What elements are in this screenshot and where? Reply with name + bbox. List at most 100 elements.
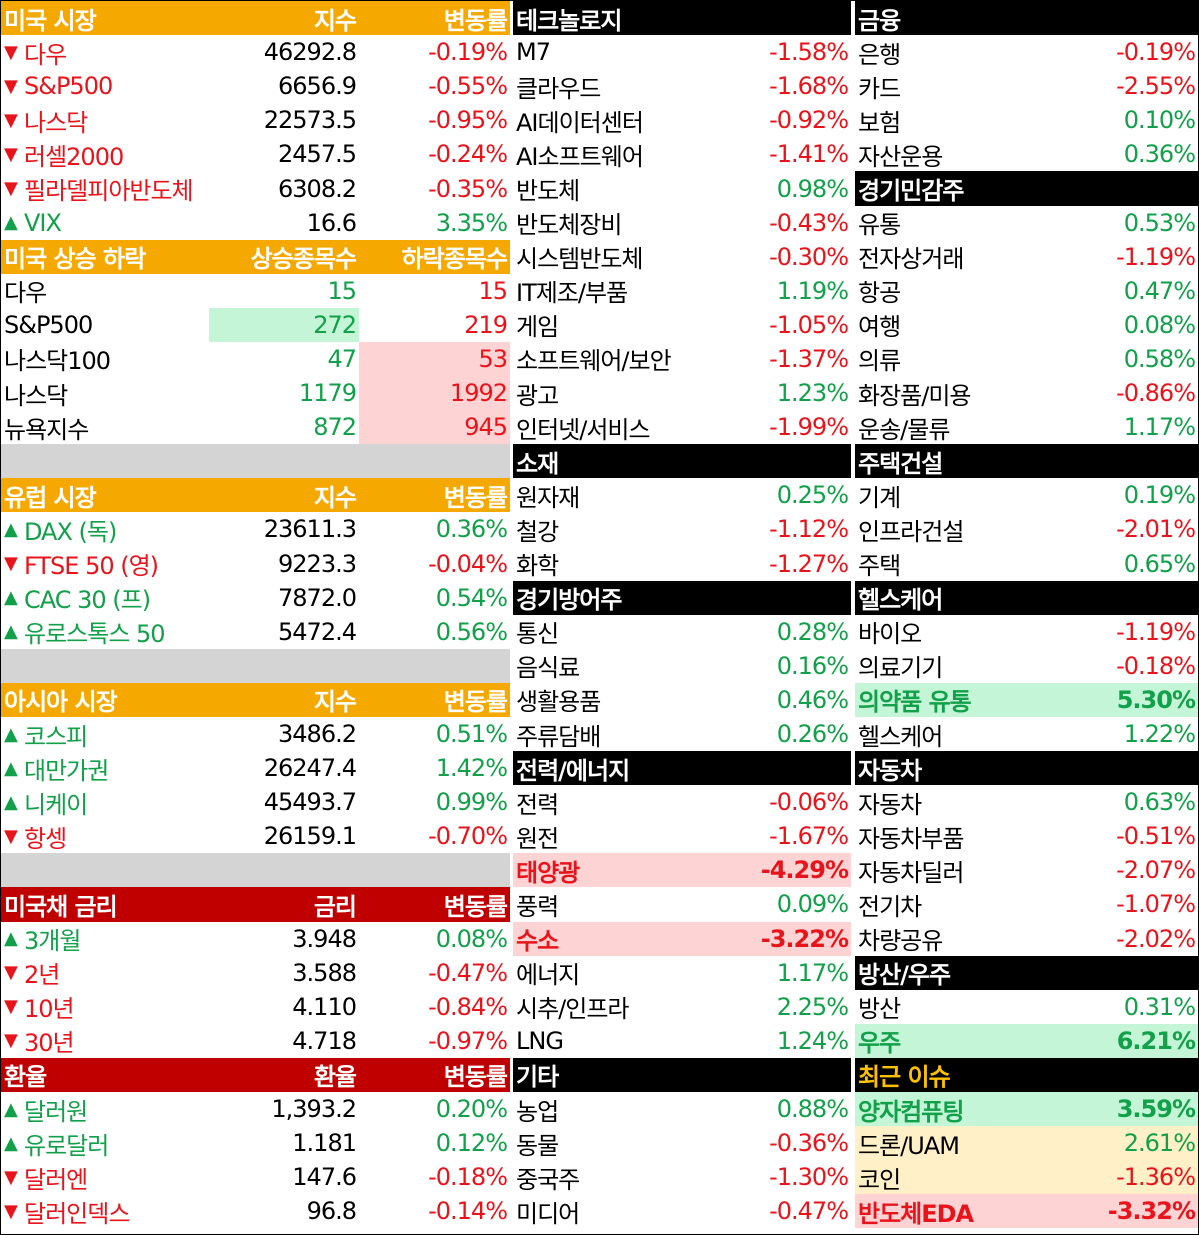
change-percent: 1.42% <box>435 754 508 783</box>
index-value: 6308.2 <box>278 174 357 203</box>
sector-name: 방산 <box>858 995 901 1024</box>
sector-name: 수소 <box>516 927 559 956</box>
sector-change-percent: 0.08% <box>1123 310 1196 339</box>
sector-change-percent: -2.01% <box>1116 515 1196 544</box>
sector-row: 항공 0.47% <box>855 274 1198 308</box>
sector-change-percent: 0.63% <box>1123 788 1196 817</box>
sector-change-percent: 0.09% <box>776 890 849 919</box>
sector-name: AI소프트웨어 <box>516 142 644 171</box>
decliners-count: 15 <box>478 276 508 305</box>
market-name: 10년 <box>24 995 75 1024</box>
breadth-row: 뉴욕지수 872 945 <box>1 410 510 445</box>
sector-change-percent: -0.36% <box>769 1129 849 1158</box>
sector-change-percent: -0.51% <box>1116 822 1196 851</box>
sector-name: 시추/인프라 <box>516 995 630 1024</box>
change-percent: 0.12% <box>435 1129 508 1158</box>
market-row: ▼ 필라델피아반도체 6308.2 -0.35% <box>1 171 510 206</box>
sector-change-percent: 0.88% <box>776 1095 849 1124</box>
market-name: 3개월 <box>24 927 81 956</box>
sector-row: 소프트웨어/보안 -1.37% <box>513 342 851 376</box>
sector-name: 헬스케어 <box>858 722 943 751</box>
sector-row: 자동차딜러 -2.07% <box>855 853 1198 887</box>
market-name: 필라델피아반도체 <box>24 177 194 206</box>
index-value: 4.718 <box>292 1026 357 1055</box>
change-percent: -0.24% <box>428 140 508 169</box>
advancers-count: 47 <box>327 344 357 373</box>
sector-name: 소프트웨어/보안 <box>516 347 672 376</box>
column-header: 지수 <box>313 6 357 35</box>
index-value: 147.6 <box>292 1163 357 1192</box>
sector-row: 유통 0.53% <box>855 206 1198 240</box>
sector-name: 시스템반도체 <box>516 245 643 274</box>
market-row: ▼ S&P500 6656.9 -0.55% <box>1 69 510 103</box>
sector-change-percent: -2.07% <box>1116 856 1196 885</box>
market-name-cell: ▲ 니케이 <box>1 785 209 819</box>
market-name-cell: ▲ DAX (독) <box>1 512 209 546</box>
triangle-down-icon: ▼ <box>4 1200 18 1222</box>
section-header-헬스케어: 헬스케어 <box>855 580 1198 615</box>
sector-name: 전력 <box>516 790 559 819</box>
market-name-cell: ▲ 달러원 <box>1 1092 209 1126</box>
section-spacer <box>1 648 510 683</box>
sector-row: 에너지 1.17% <box>513 956 851 990</box>
sector-name: 유통 <box>858 211 901 240</box>
section-title: 경기민감주 <box>858 177 964 206</box>
change-percent: 0.99% <box>435 788 508 817</box>
sector-name: M7 <box>516 38 551 67</box>
sector-name: LNG <box>516 1026 564 1055</box>
sector-name: 태양광 <box>516 858 580 887</box>
sector-name: 미디어 <box>516 1199 580 1228</box>
change-percent: -0.70% <box>428 822 508 851</box>
change-percent: -0.18% <box>428 1163 508 1192</box>
sector-row: 기계 0.19% <box>855 478 1198 512</box>
sector-name: 자동차 <box>858 790 922 819</box>
sector-change-percent: -0.92% <box>769 106 849 135</box>
sector-name: IT제조/부품 <box>516 279 628 308</box>
market-name: 유로스톡스 50 <box>24 620 166 649</box>
sector-row: 의류 0.58% <box>855 342 1198 376</box>
index-value: 26247.4 <box>263 754 357 783</box>
index-name: 나스닥100 <box>4 347 111 376</box>
sector-row: 반도체EDA -3.32% <box>855 1194 1198 1229</box>
section-header-환율: 환율 환율 변동률 <box>1 1057 510 1092</box>
index-name: S&P500 <box>4 310 93 339</box>
triangle-down-icon: ▼ <box>4 109 18 131</box>
sector-row: 방산 0.31% <box>855 990 1198 1024</box>
index-value: 3486.2 <box>278 720 357 749</box>
section-header-전력-에너지: 전력/에너지 <box>513 751 851 786</box>
sector-change-percent: -0.43% <box>769 208 849 237</box>
index-value: 3.588 <box>292 958 357 987</box>
sector-change-percent: -1.37% <box>769 344 849 373</box>
sector-name: 자산운용 <box>858 142 943 171</box>
markets-column: 미국 시장 지수 변동률 ▼ 다우 46292.8 -0.19% ▼ S&P500 6656.9-… <box>1 1 510 1228</box>
section-header-소재: 소재 <box>513 444 851 479</box>
section-header-기타: 기타 <box>513 1057 851 1092</box>
change-percent: -0.47% <box>428 958 508 987</box>
market-name: 나스닥 <box>24 108 88 137</box>
advancers-count: 1179 <box>298 379 357 408</box>
market-name: 달러엔 <box>24 1165 88 1194</box>
sector-row: 코인 -1.36% <box>855 1160 1198 1195</box>
market-name: 러셀2000 <box>24 142 124 171</box>
market-row: ▼ 러셀2000 2457.5 -0.24% <box>1 137 510 171</box>
section-title: 헬스케어 <box>858 586 943 615</box>
sector-row: 반도체장비 -0.43% <box>513 206 851 240</box>
section-header-테크놀로지: 테크놀로지 <box>513 1 851 36</box>
triangle-up-icon: ▲ <box>4 621 18 643</box>
sector-name: 코인 <box>858 1165 901 1194</box>
index-value: 96.8 <box>306 1197 357 1226</box>
market-row: ▼ 다우 46292.8 -0.19% <box>1 35 510 69</box>
section-title: 경기방어주 <box>516 586 622 615</box>
advancers-count: 872 <box>313 413 357 442</box>
sector-change-percent: 0.53% <box>1123 208 1196 237</box>
market-name-cell: ▼ 러셀2000 <box>1 137 209 171</box>
index-value: 9223.3 <box>278 549 357 578</box>
sector-name: 전자상거래 <box>858 245 964 274</box>
section-spacer <box>1 853 510 888</box>
sector-change-percent: -1.67% <box>769 822 849 851</box>
sector-row: 의약품 유통 5.30% <box>855 682 1198 717</box>
decliners-count: 945 <box>359 410 510 445</box>
sector-name: 반도체EDA <box>858 1199 974 1228</box>
market-name-cell: ▼ 다우 <box>1 35 209 69</box>
sector-change-percent: 0.19% <box>1123 481 1196 510</box>
